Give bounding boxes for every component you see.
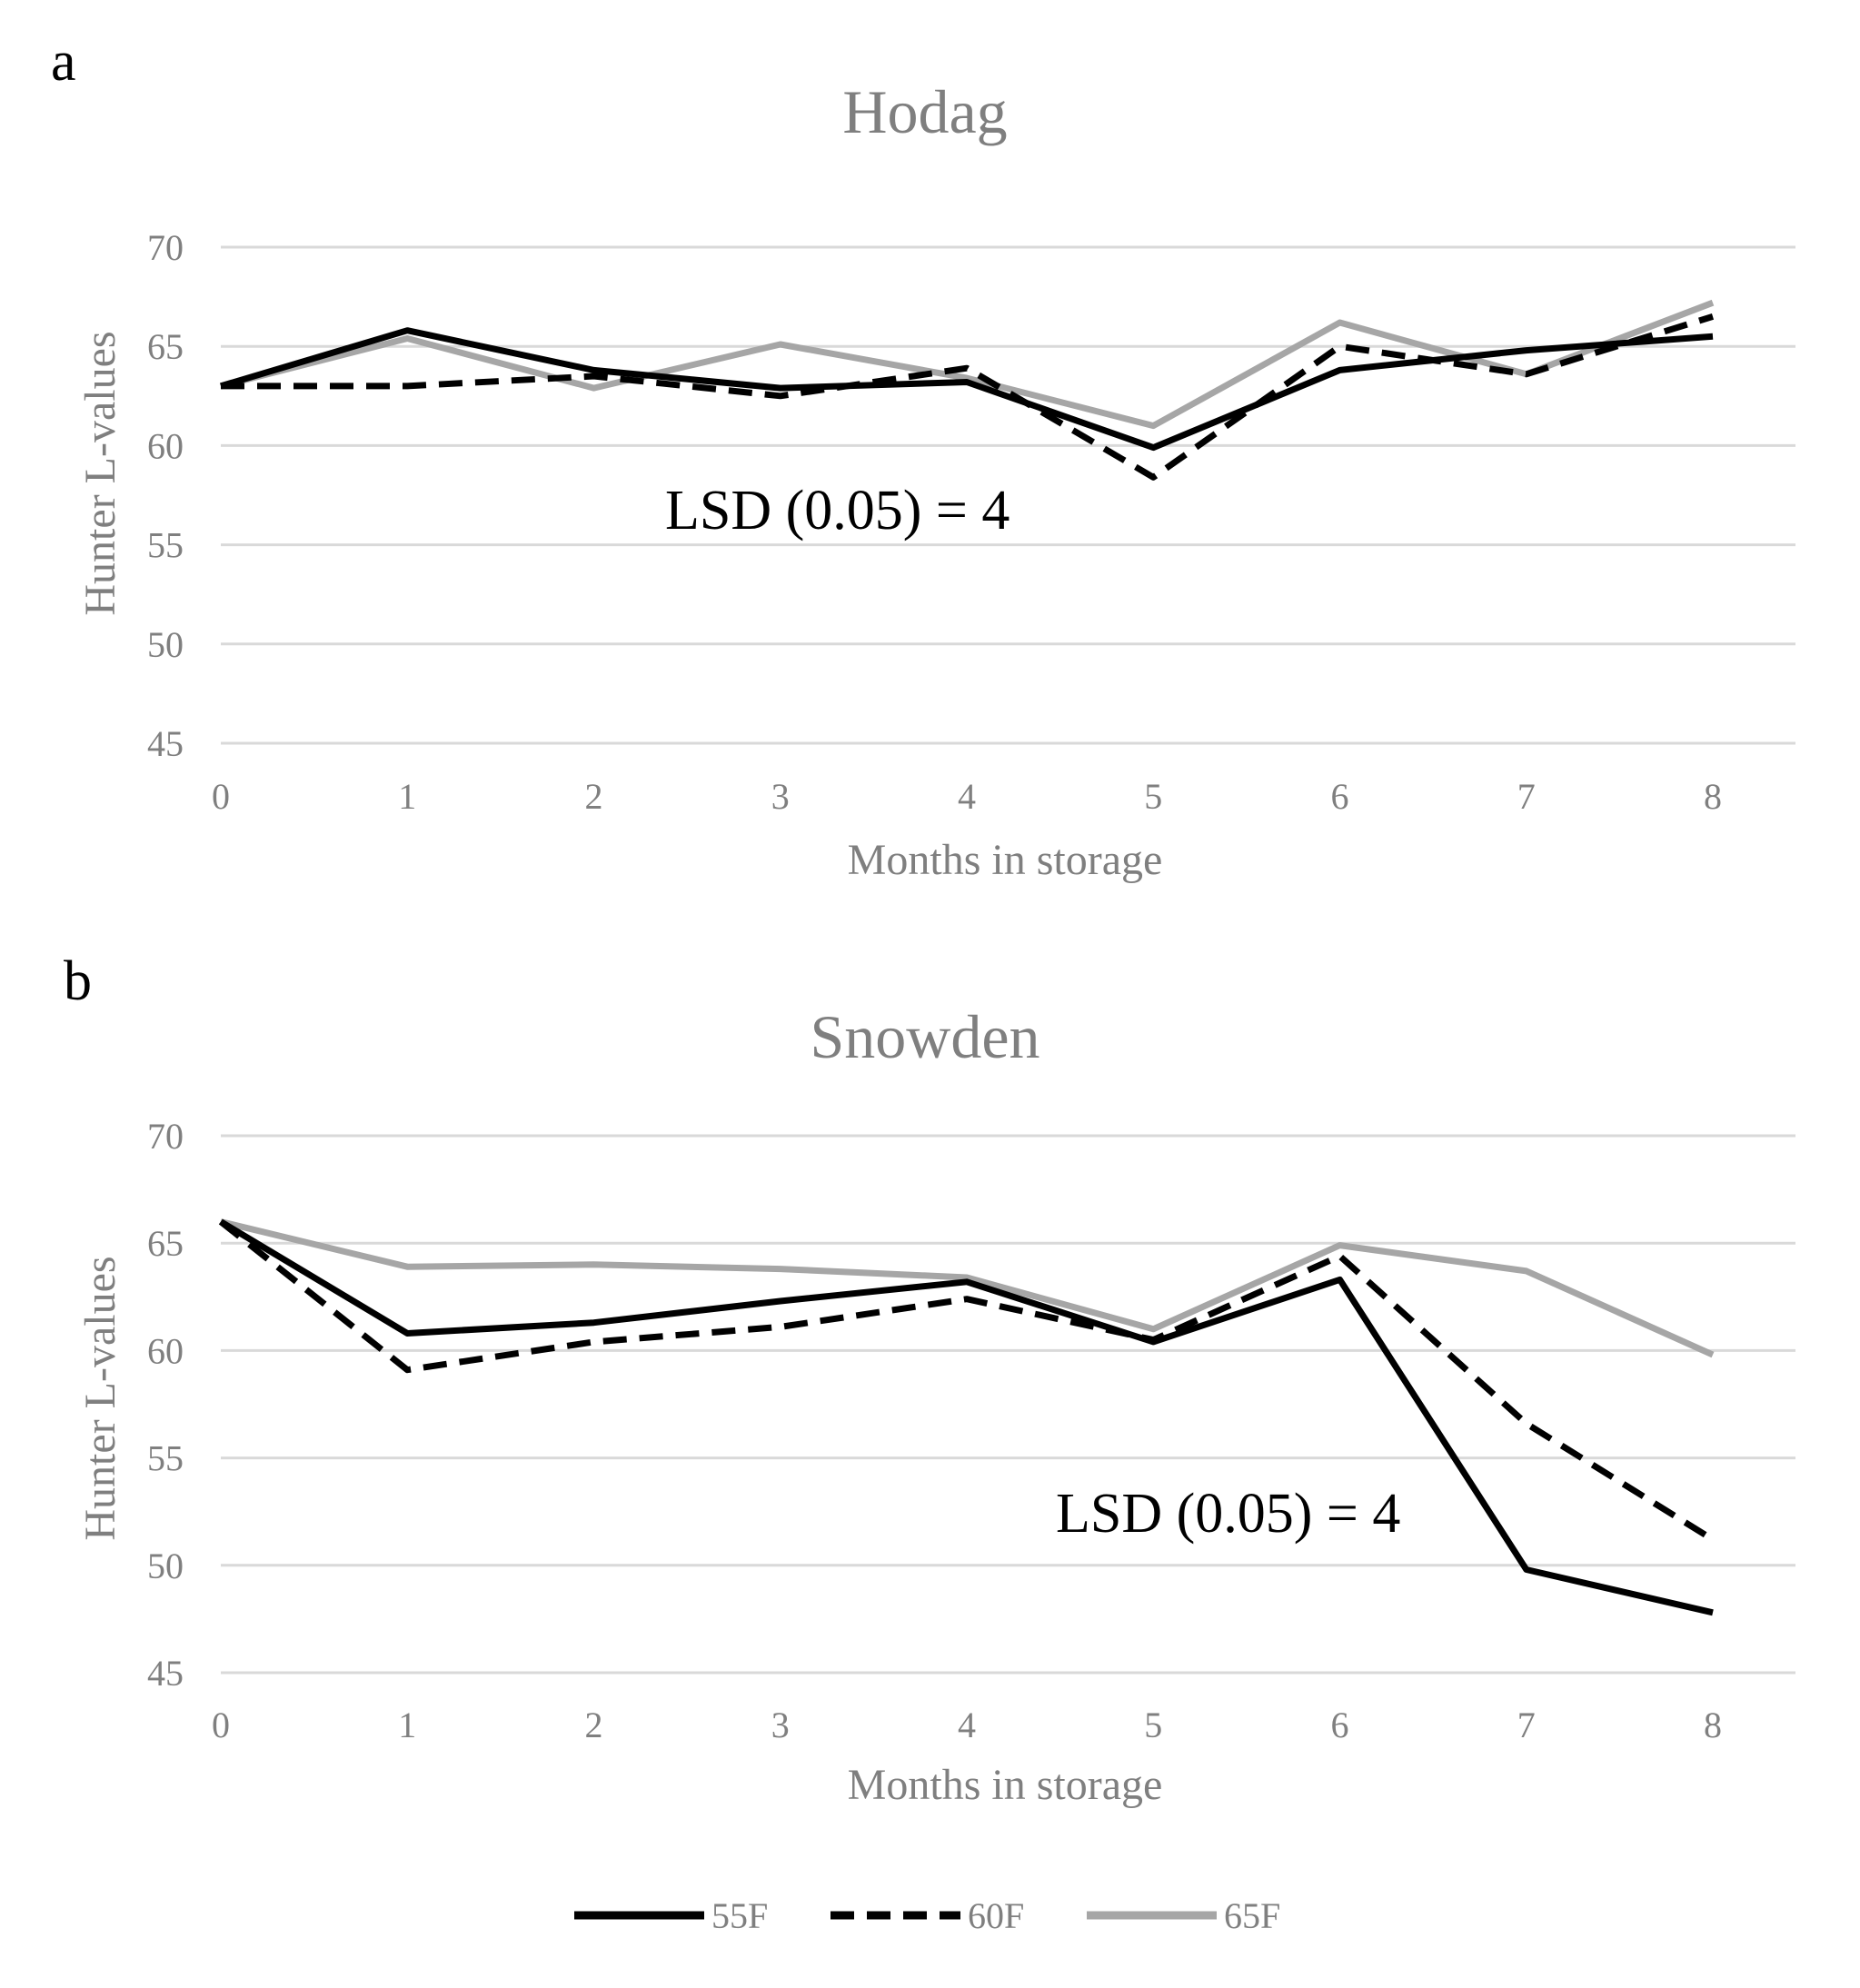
- x-tick-label-8: 8: [1704, 776, 1722, 817]
- y-tick-label-55: 55: [147, 1438, 184, 1479]
- x-tick-label-0: 0: [212, 1705, 230, 1745]
- legend-label-60f: 60F: [968, 1895, 1024, 1936]
- x-tick-label-0: 0: [212, 776, 230, 817]
- x-tick-label-5: 5: [1144, 1705, 1162, 1745]
- y-tick-label-70: 70: [147, 1116, 184, 1157]
- y-tick-label-50: 50: [147, 1546, 184, 1586]
- x-tick-label-1: 1: [398, 1705, 416, 1745]
- y-tick-label-50: 50: [147, 624, 184, 665]
- x-tick-label-2: 2: [585, 776, 603, 817]
- x-tick-label-5: 5: [1144, 776, 1162, 817]
- y-tick-label-65: 65: [147, 326, 184, 367]
- x-tick-labels-b: 0 1 2 3 4 5 6 7 8: [212, 1705, 1722, 1745]
- x-tick-label-2: 2: [585, 1705, 603, 1745]
- series-line-55f: [219, 1218, 1714, 1616]
- y-tick-label-55: 55: [147, 525, 184, 566]
- series-line-55f: [220, 327, 1714, 452]
- y-axis-label-a: Hunter L-values: [76, 331, 124, 615]
- x-tick-label-6: 6: [1331, 776, 1349, 817]
- x-tick-label-1: 1: [398, 776, 416, 817]
- series-lines-a: [220, 299, 1715, 481]
- x-axis-label-a: Months in storage: [848, 836, 1163, 884]
- legend-item-55f: 55F: [574, 1895, 768, 1936]
- y-tick-label-45: 45: [147, 723, 184, 764]
- y-tick-label-60: 60: [147, 1330, 184, 1371]
- series-line-60f: [218, 1218, 1715, 1543]
- legend-label-65f: 65F: [1224, 1895, 1280, 1936]
- panel-letter-a: a: [51, 31, 76, 93]
- series-lines-b: [218, 1218, 1715, 1616]
- gridlines-b: [221, 1134, 1795, 1675]
- y-tick-labels-b: 70 65 60 55 50 45: [147, 1116, 184, 1694]
- legend: 55F 60F 65F: [574, 1895, 1280, 1936]
- y-tick-labels-a: 70 65 60 55 50 45: [147, 227, 184, 764]
- x-tick-label-4: 4: [958, 776, 976, 817]
- legend-label-55f: 55F: [711, 1895, 768, 1936]
- chart-title-snowden: Snowden: [810, 1002, 1039, 1071]
- x-tick-label-3: 3: [771, 776, 790, 817]
- series-line-65f: [220, 1218, 1715, 1358]
- y-tick-label-65: 65: [147, 1223, 184, 1264]
- y-tick-label-45: 45: [147, 1653, 184, 1694]
- x-tick-label-4: 4: [958, 1705, 976, 1745]
- chart-title-hodag: Hodag: [842, 77, 1007, 146]
- x-tick-label-3: 3: [771, 1705, 790, 1745]
- x-tick-label-6: 6: [1331, 1705, 1349, 1745]
- legend-item-65f: 65F: [1087, 1895, 1280, 1936]
- y-axis-label-b: Hunter L-values: [76, 1256, 124, 1540]
- lsd-annotation-a: LSD (0.05) = 4: [665, 480, 1010, 542]
- x-tick-labels-a: 0 1 2 3 4 5 6 7 8: [212, 776, 1722, 817]
- legend-item-60f: 60F: [831, 1895, 1024, 1936]
- x-tick-label-8: 8: [1704, 1705, 1722, 1745]
- series-line-65f: [220, 299, 1715, 430]
- x-tick-label-7: 7: [1517, 776, 1536, 817]
- x-tick-label-7: 7: [1517, 1705, 1536, 1745]
- series-line-60f: [221, 313, 1715, 481]
- lsd-annotation-b: LSD (0.05) = 4: [1056, 1483, 1400, 1545]
- x-axis-label-b: Months in storage: [848, 1761, 1163, 1809]
- panel-letter-b: b: [64, 950, 92, 1012]
- y-tick-label-60: 60: [147, 425, 184, 466]
- y-tick-label-70: 70: [147, 227, 184, 268]
